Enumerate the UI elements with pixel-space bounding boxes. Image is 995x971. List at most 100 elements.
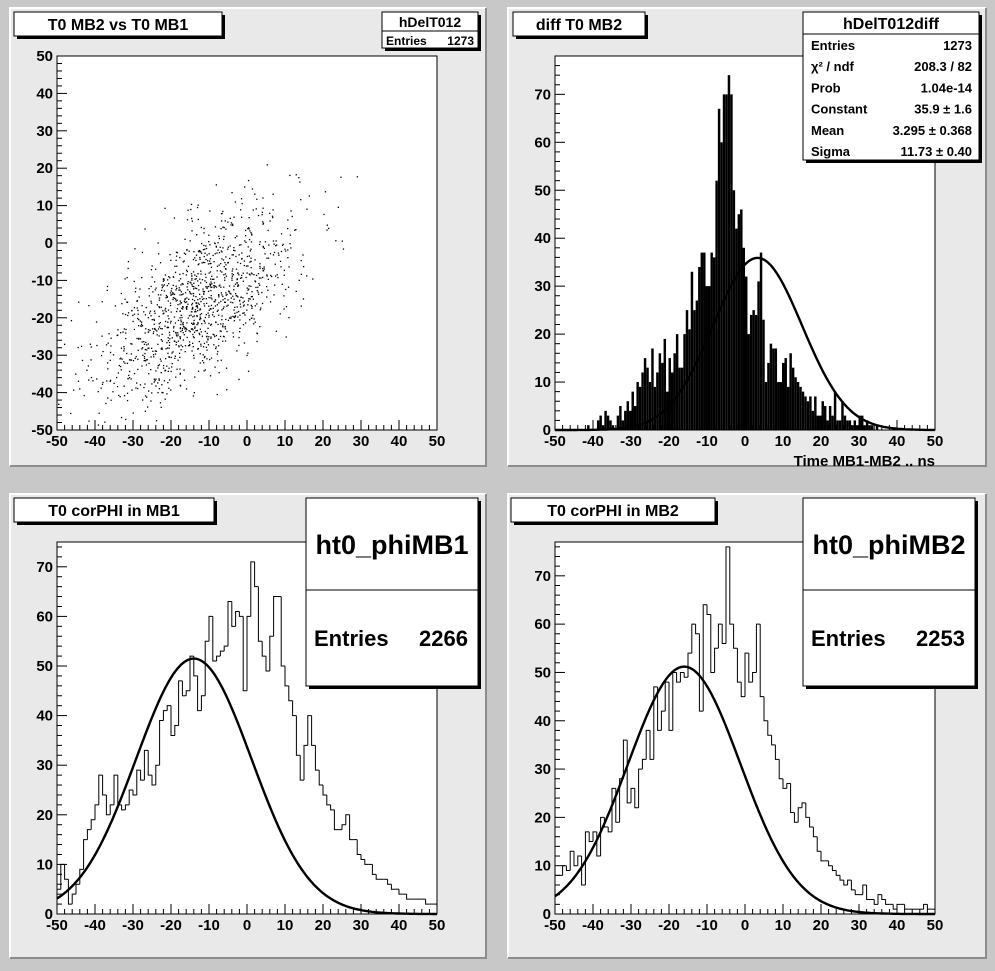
histogram-bar	[799, 386, 802, 430]
scatter-point	[180, 319, 182, 321]
scatter-point	[181, 328, 184, 330]
scatter-point	[171, 366, 173, 368]
scatter-point	[248, 227, 250, 229]
histogram-bin	[569, 850, 574, 871]
scatter-point	[167, 370, 169, 372]
scatter-point	[167, 352, 169, 354]
scatter-point	[216, 252, 218, 254]
scatter-point	[232, 274, 235, 276]
scatter-point	[191, 217, 193, 220]
histogram-bin	[896, 903, 901, 910]
scatter-point	[225, 256, 227, 258]
scatter-point	[181, 316, 183, 319]
scatter-point	[153, 381, 155, 383]
scatter-point	[199, 258, 201, 260]
histogram-bar	[698, 266, 701, 430]
y-tick-label: 20	[36, 807, 53, 824]
histogram-bar	[675, 334, 679, 430]
scatter-point	[169, 334, 171, 336]
scatter-point	[186, 328, 188, 331]
histogram-bin	[356, 839, 361, 855]
scatter-point	[174, 271, 177, 273]
plot-frame	[56, 55, 438, 431]
scatter-point	[264, 253, 266, 255]
scatter-point	[197, 299, 199, 301]
scatter-point	[127, 314, 129, 317]
scatter-point	[234, 316, 236, 319]
scatter-point	[194, 274, 196, 276]
scatter-point	[213, 261, 215, 263]
scatter-point	[208, 272, 210, 274]
scatter-point	[186, 297, 188, 299]
scatter-point	[123, 361, 125, 363]
scatter-point	[239, 314, 241, 316]
histogram-bar	[730, 94, 733, 430]
scatter-point	[224, 268, 227, 270]
scatter-point	[126, 399, 129, 402]
scatter-point	[162, 313, 164, 315]
scatter-point	[95, 321, 98, 323]
scatter-point	[133, 280, 135, 283]
histogram-bar	[629, 410, 632, 430]
scatter-point	[303, 266, 305, 268]
scatter-point	[120, 357, 122, 359]
scatter-point	[174, 265, 176, 267]
scatter-point	[213, 334, 215, 336]
scatter-point	[236, 278, 238, 281]
scatter-point	[295, 174, 297, 176]
scatter-point	[206, 286, 208, 288]
scatter-point	[177, 332, 179, 334]
scatter-point	[107, 342, 109, 344]
scatter-point	[106, 380, 108, 382]
scatter-point	[186, 270, 188, 273]
scatter-point	[228, 317, 231, 319]
scatter-point	[246, 255, 249, 258]
histogram-bar	[747, 334, 750, 430]
scatter-point	[261, 214, 263, 216]
scatter-point	[219, 246, 221, 248]
scatter-point	[266, 296, 268, 298]
scatter-point	[203, 244, 205, 247]
scatter-point	[245, 322, 247, 324]
histogram-bin	[98, 774, 103, 805]
scatter-point	[232, 295, 234, 297]
scatter-point	[151, 392, 153, 394]
scatter-point	[213, 287, 215, 289]
scatter-point	[251, 233, 253, 235]
histogram-bin	[717, 623, 723, 649]
scatter-point	[282, 243, 284, 245]
scatter-point	[196, 315, 198, 317]
scatter-point	[271, 215, 274, 217]
scatter-point	[197, 273, 199, 275]
stats-name: ht0_phiMB2	[812, 530, 965, 560]
histogram-bin	[729, 546, 734, 625]
scatter-point	[143, 386, 145, 389]
scatter-point	[167, 309, 170, 311]
scatter-point	[259, 263, 261, 265]
scatter-point	[251, 305, 253, 308]
scatter-point	[126, 362, 129, 364]
scatter-point	[215, 346, 217, 348]
scatter-point	[204, 322, 206, 324]
histogram-bin	[227, 601, 232, 647]
histogram-bar	[841, 401, 844, 430]
scatter-point	[198, 332, 200, 334]
scatter-point	[224, 279, 226, 281]
scatter-point	[186, 301, 188, 303]
scatter-point	[223, 306, 225, 308]
histogram-bar	[769, 343, 773, 430]
scatter-point	[308, 195, 310, 197]
scatter-point	[262, 267, 264, 270]
scatter-point	[238, 344, 240, 347]
histogram-bar	[858, 415, 861, 430]
scatter-point	[208, 305, 210, 307]
scatter-point	[273, 243, 275, 245]
histogram-bar	[752, 310, 755, 430]
histogram-bin	[193, 656, 198, 677]
scatter-point	[180, 321, 182, 323]
scatter-point	[162, 285, 164, 287]
histogram-bar	[868, 425, 871, 430]
histogram-bar	[865, 420, 869, 430]
scatter-point	[124, 362, 126, 364]
